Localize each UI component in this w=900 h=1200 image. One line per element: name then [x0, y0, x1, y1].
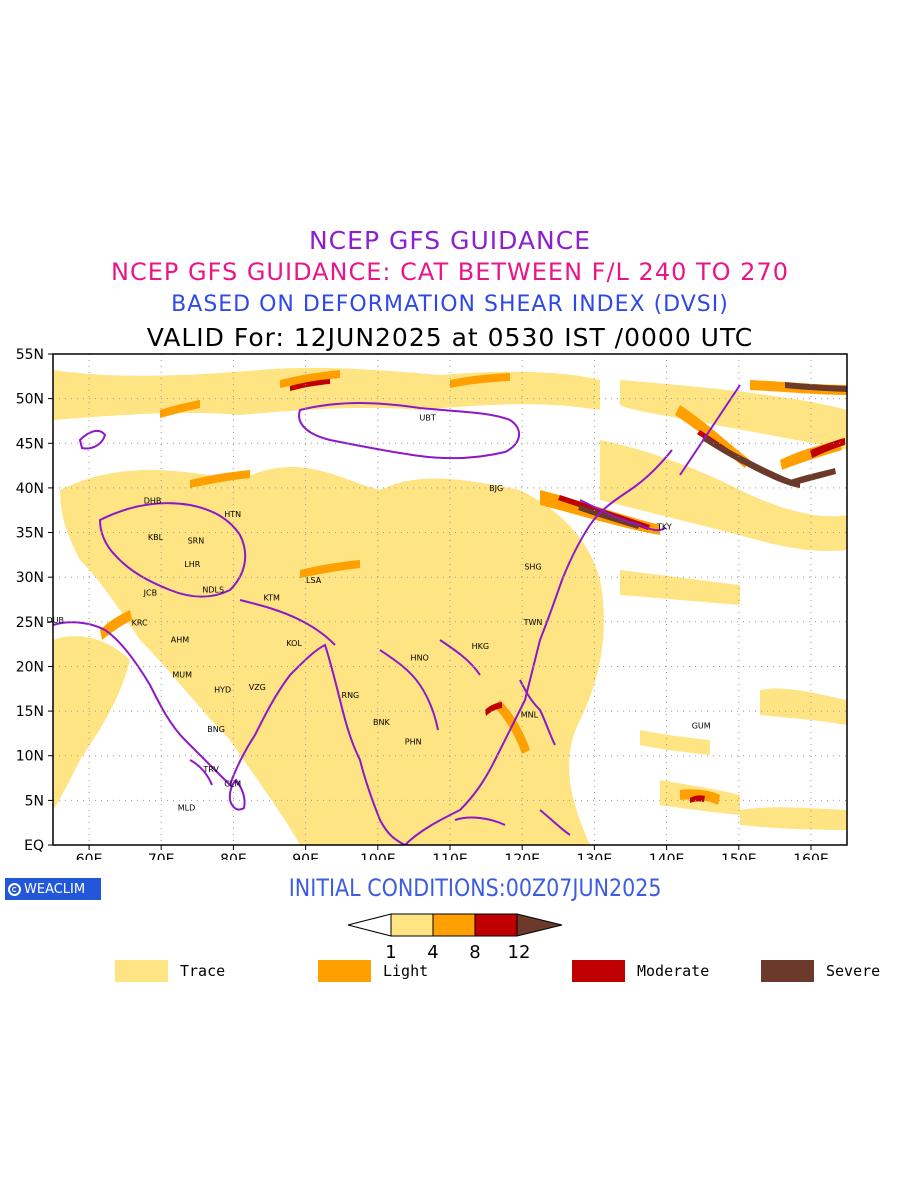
lon-label: 60E [76, 852, 103, 860]
city-label: KBL [148, 533, 164, 542]
lat-label: 15N [16, 704, 44, 720]
lat-label: 5N [25, 793, 44, 809]
legend-swatch [572, 960, 625, 982]
turbulence-field [53, 367, 847, 845]
colorbar-level: 1 [385, 942, 396, 960]
lat-label: 50N [16, 392, 44, 408]
initial-conditions-label: INITIAL CONDITIONS:00Z07JUN2025 [288, 874, 662, 902]
lon-label: 140E [649, 852, 685, 860]
lat-label: 35N [16, 526, 44, 542]
lon-label: 150E [721, 852, 757, 860]
city-label: AHM [171, 636, 189, 645]
city-label: SHG [524, 563, 541, 572]
city-label: SRN [188, 537, 205, 546]
legend-swatch [115, 960, 168, 982]
lon-label: 160E [793, 852, 829, 860]
city-label: BJG [489, 484, 503, 493]
city-label: HYD [214, 686, 231, 695]
colorbar: 1 4 8 12 [347, 913, 563, 960]
city-label: VZG [249, 683, 266, 692]
lon-label: 110E [432, 852, 468, 860]
lon-label: 100E [360, 852, 396, 860]
legend-item-light: Light [318, 960, 428, 982]
colorbar-lower-extension [347, 913, 392, 937]
logo-icon [8, 882, 21, 896]
colorbar-segment-moderate [474, 913, 518, 937]
lon-label: 120E [504, 852, 540, 860]
axis-ticks [48, 353, 812, 850]
colorbar-segment-light [432, 913, 476, 937]
city-labels: UBT BJG DHB HTN KBL SRN LHR SHG TKY LSA JCB NDLS KTM… [46, 413, 710, 812]
lat-label: 10N [16, 749, 44, 765]
colorbar-segment-trace [390, 913, 434, 937]
city-label: DHB [144, 496, 162, 505]
lon-label: 130E [577, 852, 613, 860]
lat-label: EQ [24, 838, 44, 854]
colorbar-level: 8 [469, 942, 480, 960]
severe-areas [578, 382, 847, 529]
colorbar-level: 4 [427, 942, 438, 960]
weaclim-logo: WEACLIM [5, 878, 101, 900]
legend-item-trace: Trace [115, 960, 225, 982]
city-label: MLD [178, 804, 196, 813]
title-product: NCEP GFS GUIDANCE: CAT BETWEEN F/L 240 T… [111, 258, 789, 286]
turbulence-map: 60E 70E 80E 90E 100E 110E 120E 130E 140E… [16, 347, 848, 860]
title-valid-time: VALID For: 12JUN2025 at 0530 IST /0000 U… [146, 323, 754, 352]
city-label: BNG [207, 725, 225, 734]
city-label: KOL [286, 639, 302, 648]
title-main: NCEP GFS GUIDANCE [308, 226, 591, 255]
city-label: RNG [342, 691, 360, 700]
lat-label: 45N [16, 436, 44, 452]
trace-areas [53, 367, 847, 845]
longitude-labels: 60E 70E 80E 90E 100E 110E 120E 130E 140E… [76, 852, 829, 860]
legend-label: Trace [180, 962, 226, 980]
city-label: TKY [656, 522, 672, 531]
city-label: HTN [224, 510, 241, 519]
legend-swatch [318, 960, 371, 982]
legend-label: Light [383, 962, 429, 980]
legend-label: Severe [826, 962, 881, 980]
lat-label: 40N [16, 481, 44, 497]
city-label: MUM [172, 671, 192, 680]
legend-label: Moderate [637, 962, 710, 980]
lat-label: 55N [16, 347, 44, 363]
light-areas [100, 370, 847, 805]
lat-label: 30N [16, 570, 44, 586]
legend-swatch [761, 960, 814, 982]
city-label: TWN [523, 618, 543, 627]
city-label: JCB [143, 588, 157, 597]
colorbar-upper-extension [516, 913, 563, 937]
city-label: NDLS [202, 586, 224, 595]
city-label: MNL [521, 711, 539, 720]
legend-item-severe: Severe [761, 960, 880, 982]
lon-label: 90E [292, 852, 319, 860]
title-method: BASED ON DEFORMATION SHEAR INDEX (DVSI) [171, 292, 729, 317]
lon-label: 70E [148, 852, 175, 860]
legend-item-moderate: Moderate [572, 960, 709, 982]
colorbar-level: 12 [508, 942, 531, 960]
latitude-labels: EQ 5N 10N 15N 20N 25N 30N 35N 40N 45N 50… [16, 347, 44, 854]
city-label: UBT [419, 413, 435, 422]
city-label: CLM [224, 779, 241, 788]
city-label: TRV [202, 765, 219, 774]
logo-text: WEACLIM [24, 881, 86, 897]
city-label: HKG [472, 642, 489, 651]
city-label: PHN [405, 737, 422, 746]
city-label: LHR [184, 560, 200, 569]
city-label: BNK [373, 718, 390, 727]
city-label: LSA [306, 576, 322, 585]
city-label: DUB [46, 616, 64, 625]
grid-lines [53, 354, 847, 845]
city-label: KRC [132, 619, 148, 628]
lat-label: 20N [16, 660, 44, 676]
lat-label: 25N [16, 615, 44, 631]
coastlines-borders [53, 384, 741, 845]
city-label: KTM [263, 594, 280, 603]
city-label: HNO [411, 654, 429, 663]
city-label: GUM [692, 721, 711, 730]
lon-label: 80E [220, 852, 247, 860]
